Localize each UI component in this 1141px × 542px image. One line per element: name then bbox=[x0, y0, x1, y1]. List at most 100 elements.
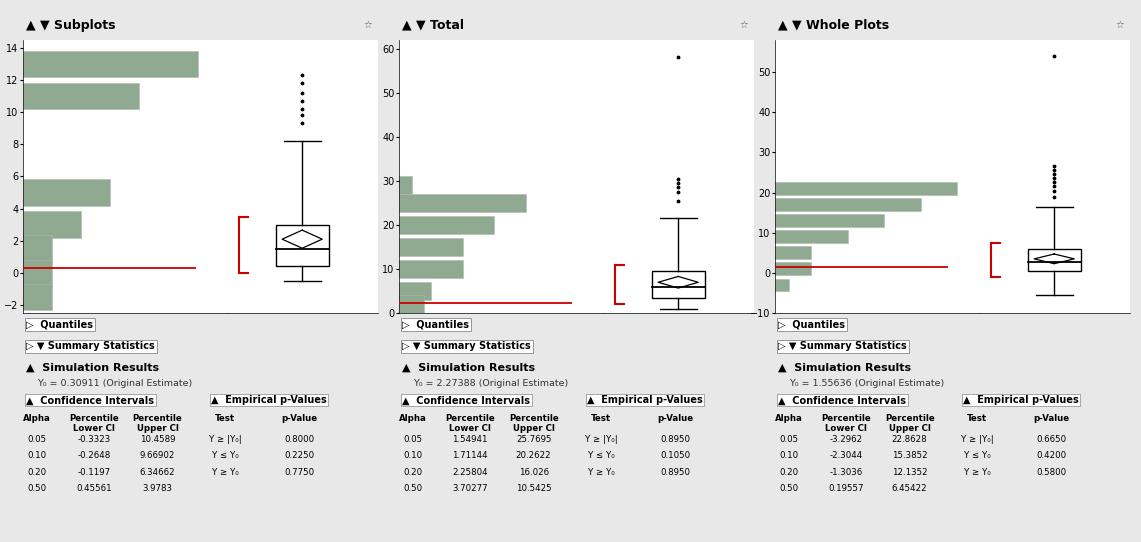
Text: 0.20: 0.20 bbox=[404, 468, 422, 476]
Text: p-Value: p-Value bbox=[1034, 414, 1069, 423]
Text: Y ≤ Y₀: Y ≤ Y₀ bbox=[964, 451, 990, 460]
Text: ▲  Simulation Results: ▲ Simulation Results bbox=[778, 362, 912, 372]
Text: 0.10: 0.10 bbox=[779, 451, 799, 460]
Text: -0.3323: -0.3323 bbox=[78, 435, 111, 444]
Text: 2.25804: 2.25804 bbox=[452, 468, 487, 476]
Text: Percentile
Lower CI: Percentile Lower CI bbox=[820, 414, 871, 433]
Text: 0.50: 0.50 bbox=[27, 484, 47, 493]
Text: -0.2648: -0.2648 bbox=[78, 451, 111, 460]
Text: 0.6650: 0.6650 bbox=[1036, 435, 1067, 444]
Bar bbox=[399, 176, 412, 195]
Text: ▲  Simulation Results: ▲ Simulation Results bbox=[403, 362, 535, 372]
Bar bbox=[23, 50, 197, 77]
Bar bbox=[399, 295, 424, 313]
Text: 0.20: 0.20 bbox=[27, 468, 47, 476]
Text: -1.3036: -1.3036 bbox=[830, 468, 863, 476]
Text: ☆: ☆ bbox=[739, 20, 748, 30]
Text: 20.2622: 20.2622 bbox=[516, 451, 551, 460]
Text: 0.10: 0.10 bbox=[27, 451, 47, 460]
Text: ▷ ▼ Summary Statistics: ▷ ▼ Summary Statistics bbox=[778, 341, 907, 351]
Text: 1.71144: 1.71144 bbox=[452, 451, 487, 460]
Text: 16.026: 16.026 bbox=[518, 468, 549, 476]
Text: ▲ ▼ Whole Plots: ▲ ▼ Whole Plots bbox=[778, 19, 890, 32]
Bar bbox=[276, 225, 329, 266]
Text: Y ≤ Y₀: Y ≤ Y₀ bbox=[211, 451, 238, 460]
Bar bbox=[23, 284, 52, 311]
Text: Test: Test bbox=[591, 414, 612, 423]
Bar bbox=[775, 182, 957, 195]
Text: Y₀ = 0.30911 (Original Estimate): Y₀ = 0.30911 (Original Estimate) bbox=[37, 379, 193, 388]
Text: 0.8950: 0.8950 bbox=[661, 468, 690, 476]
Text: Y ≥ |Y₀|: Y ≥ |Y₀| bbox=[584, 435, 617, 444]
Text: 0.05: 0.05 bbox=[27, 435, 47, 444]
Text: 6.45422: 6.45422 bbox=[892, 484, 928, 493]
Text: 10.4589: 10.4589 bbox=[140, 435, 176, 444]
Text: -2.3044: -2.3044 bbox=[830, 451, 863, 460]
Text: ☆: ☆ bbox=[1116, 20, 1124, 30]
Text: 22.8628: 22.8628 bbox=[892, 435, 928, 444]
Text: Alpha: Alpha bbox=[23, 414, 51, 423]
Text: 0.19557: 0.19557 bbox=[828, 484, 864, 493]
Text: 0.50: 0.50 bbox=[404, 484, 422, 493]
Text: Percentile
Upper CI: Percentile Upper CI bbox=[884, 414, 934, 433]
Text: ▷  Quantiles: ▷ Quantiles bbox=[778, 320, 845, 330]
Text: ▷ ▼ Summary Statistics: ▷ ▼ Summary Statistics bbox=[26, 341, 155, 351]
Text: 12.1352: 12.1352 bbox=[892, 468, 928, 476]
Text: Percentile
Lower CI: Percentile Lower CI bbox=[445, 414, 495, 433]
Bar bbox=[775, 198, 921, 211]
Bar bbox=[775, 247, 811, 259]
Text: Y ≤ Y₀: Y ≤ Y₀ bbox=[588, 451, 614, 460]
Text: 0.10: 0.10 bbox=[404, 451, 422, 460]
Text: Percentile
Upper CI: Percentile Upper CI bbox=[132, 414, 183, 433]
Bar bbox=[775, 214, 884, 227]
Text: ▲  Empirical p-Values: ▲ Empirical p-Values bbox=[963, 395, 1078, 405]
Text: Y ≥ |Y₀|: Y ≥ |Y₀| bbox=[961, 435, 994, 444]
Text: Test: Test bbox=[966, 414, 987, 423]
Text: ▲  Simulation Results: ▲ Simulation Results bbox=[26, 362, 160, 372]
Text: 10.5425: 10.5425 bbox=[516, 484, 551, 493]
Bar bbox=[775, 230, 848, 243]
Text: Test: Test bbox=[215, 414, 235, 423]
Text: 0.7750: 0.7750 bbox=[284, 468, 315, 476]
Bar bbox=[23, 179, 111, 206]
Text: ▲ ▼ Total: ▲ ▼ Total bbox=[403, 19, 464, 32]
Text: Percentile
Lower CI: Percentile Lower CI bbox=[68, 414, 119, 433]
Text: 0.1050: 0.1050 bbox=[661, 451, 690, 460]
Text: Y₀ = 1.55636 (Original Estimate): Y₀ = 1.55636 (Original Estimate) bbox=[790, 379, 945, 388]
Text: 3.70277: 3.70277 bbox=[452, 484, 487, 493]
Text: 0.2250: 0.2250 bbox=[284, 451, 315, 460]
Text: ▲  Confidence Intervals: ▲ Confidence Intervals bbox=[778, 395, 906, 405]
Bar bbox=[23, 236, 52, 262]
Bar bbox=[399, 282, 430, 300]
Text: -3.2962: -3.2962 bbox=[830, 435, 863, 444]
Text: ▲  Empirical p-Values: ▲ Empirical p-Values bbox=[586, 395, 703, 405]
Bar bbox=[23, 83, 139, 109]
Text: ☆: ☆ bbox=[364, 20, 372, 30]
Text: 0.05: 0.05 bbox=[404, 435, 422, 444]
Text: Y ≥ Y₀: Y ≥ Y₀ bbox=[588, 468, 614, 476]
Text: ▲  Empirical p-Values: ▲ Empirical p-Values bbox=[211, 395, 326, 405]
Bar bbox=[775, 279, 790, 292]
Text: 15.3852: 15.3852 bbox=[892, 451, 928, 460]
Text: 0.8000: 0.8000 bbox=[284, 435, 315, 444]
Bar bbox=[399, 238, 462, 256]
Bar bbox=[399, 260, 462, 278]
Text: 9.66902: 9.66902 bbox=[140, 451, 176, 460]
Text: 1.54941: 1.54941 bbox=[452, 435, 487, 444]
Text: -0.1197: -0.1197 bbox=[78, 468, 111, 476]
Text: 0.20: 0.20 bbox=[779, 468, 799, 476]
Text: 25.7695: 25.7695 bbox=[516, 435, 551, 444]
Text: ▲  Confidence Intervals: ▲ Confidence Intervals bbox=[26, 395, 154, 405]
Text: ▷  Quantiles: ▷ Quantiles bbox=[403, 320, 469, 330]
Bar bbox=[652, 271, 705, 298]
Bar bbox=[23, 260, 52, 286]
Text: Alpha: Alpha bbox=[775, 414, 803, 423]
Bar bbox=[775, 262, 811, 275]
Text: 0.8950: 0.8950 bbox=[661, 435, 690, 444]
Text: Y ≥ Y₀: Y ≥ Y₀ bbox=[211, 468, 238, 476]
Text: ▲ ▼ Subplots: ▲ ▼ Subplots bbox=[26, 19, 116, 32]
Text: 0.45561: 0.45561 bbox=[76, 484, 112, 493]
Text: Percentile
Upper CI: Percentile Upper CI bbox=[509, 414, 558, 433]
Text: ▷ ▼ Summary Statistics: ▷ ▼ Summary Statistics bbox=[403, 341, 531, 351]
Text: ▲  Confidence Intervals: ▲ Confidence Intervals bbox=[403, 395, 531, 405]
